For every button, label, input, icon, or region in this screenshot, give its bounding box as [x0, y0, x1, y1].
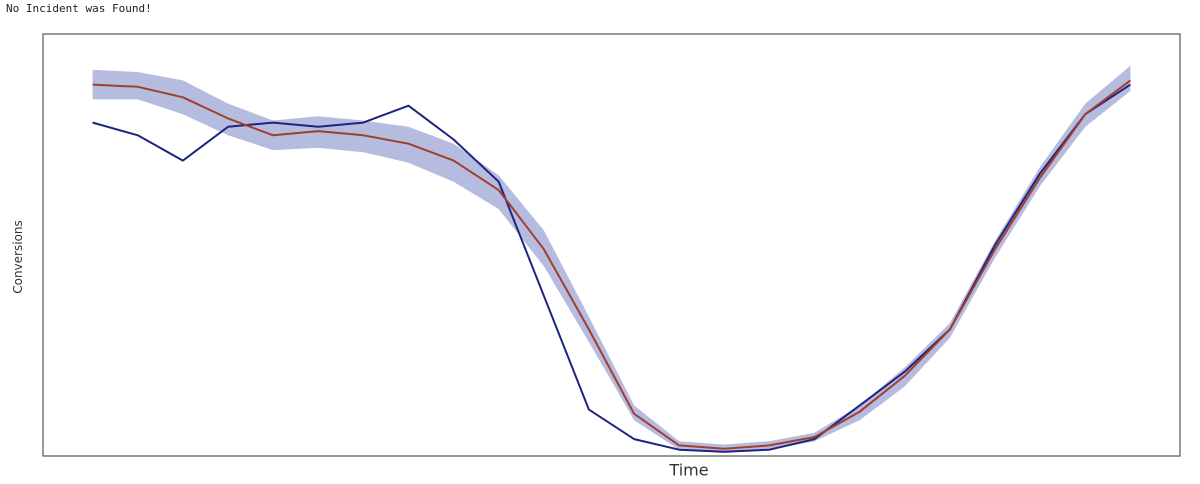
plot-frame [42, 33, 1181, 457]
y-axis-label: Conversions [11, 220, 25, 294]
x-axis-label: Time [669, 460, 709, 480]
status-message: No Incident was Found! [6, 2, 152, 15]
series-lines [92, 79, 1131, 453]
expected-series-line [92, 79, 1131, 450]
